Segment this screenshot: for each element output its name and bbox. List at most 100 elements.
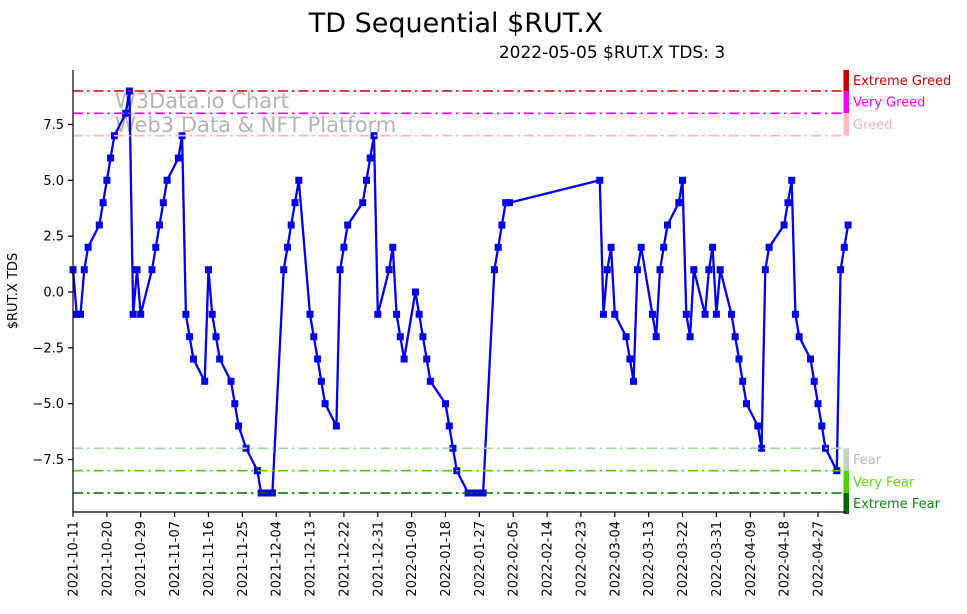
data-point-marker	[159, 199, 167, 207]
sentiment-zone-labels: Extreme Greed Very Greed Greed Fear Very Fea…	[853, 74, 951, 512]
y-tick-label: −7.5	[32, 453, 64, 468]
data-point-marker	[265, 489, 273, 497]
data-point-marker	[844, 221, 852, 229]
data-point-marker	[84, 243, 92, 251]
data-point-marker	[445, 422, 453, 430]
x-tick-label: 2022-02-23	[574, 521, 589, 597]
data-point-marker	[174, 154, 182, 162]
x-tick-label: 2021-12-22	[337, 521, 352, 597]
chart-subtitle: 2022-05-05 $RUT.X TDS: 3	[499, 43, 725, 63]
x-tick-label: 2022-04-27	[811, 521, 826, 597]
data-point-marker	[818, 422, 826, 430]
y-tick-label: 0.0	[43, 286, 64, 301]
x-tick-label: 2022-04-09	[744, 521, 759, 597]
data-point-marker	[712, 310, 720, 318]
data-point-marker	[780, 221, 788, 229]
x-tick-label: 2022-02-14	[541, 521, 556, 597]
data-point-marker	[314, 355, 322, 363]
data-point-marker	[607, 243, 615, 251]
zone-bar	[843, 113, 849, 136]
data-point-marker	[814, 400, 822, 408]
watermark: W3Data.io Chart Web3 Data & NFT Platform	[115, 89, 396, 137]
y-tick-label: 7.5	[43, 118, 64, 133]
data-point-marker	[498, 221, 506, 229]
x-tick-label: 2022-03-22	[676, 521, 691, 597]
y-tick-label: −2.5	[32, 341, 64, 356]
x-tick-label: 2022-04-18	[778, 521, 793, 597]
x-tick-label: 2022-01-09	[405, 521, 420, 597]
data-point-marker	[600, 310, 607, 318]
watermark-line1: W3Data.io Chart	[115, 89, 289, 113]
x-tick-label: 2021-12-13	[304, 521, 319, 597]
data-point-marker	[415, 310, 423, 318]
data-point-marker	[679, 176, 686, 184]
data-point-marker	[291, 199, 299, 207]
data-point-marker	[129, 310, 137, 318]
zone-bar	[843, 448, 849, 471]
zone-label: Very Fear	[853, 475, 915, 490]
y-tick-label: −5.0	[32, 397, 64, 412]
data-point-marker	[201, 377, 209, 385]
x-axis-ticks: 2021-10-11 2021-10-20 2021-10-29 2021-11-07…	[67, 512, 826, 597]
data-point-marker	[690, 266, 698, 274]
data-point-marker	[103, 176, 111, 184]
data-point-marker	[630, 377, 638, 385]
data-point-marker	[701, 310, 709, 318]
data-point-marker	[840, 243, 848, 251]
data-point-marker	[675, 199, 683, 207]
data-point-marker	[295, 176, 303, 184]
data-point-marker	[411, 288, 419, 296]
x-tick-label: 2021-12-31	[371, 521, 386, 597]
data-point-marker	[336, 266, 344, 274]
data-point-marker	[156, 221, 163, 229]
data-point-marker	[231, 400, 239, 408]
data-point-marker	[475, 489, 483, 497]
data-point-marker	[385, 266, 393, 274]
data-point-marker	[182, 310, 190, 318]
x-tick-label: 2022-03-04	[608, 521, 623, 597]
x-tick-label: 2021-10-20	[100, 521, 115, 597]
y-axis-label: $RUT.X TDS	[6, 253, 21, 330]
data-point-marker	[73, 310, 81, 318]
data-point-marker	[596, 176, 604, 184]
y-axis-ticks: 7.5 5.0 2.5 0.0 −2.5 −5.0 −7.5	[32, 118, 73, 468]
data-point-marker	[396, 333, 404, 341]
x-tick-label: 2021-10-29	[134, 521, 149, 597]
data-point-marker	[205, 266, 212, 274]
sentiment-reference-lines	[73, 90, 844, 494]
data-point-marker	[731, 333, 739, 341]
data-point-marker	[637, 243, 645, 251]
data-point-marker	[784, 199, 792, 207]
data-point-marker	[705, 266, 713, 274]
data-point-marker	[99, 199, 107, 207]
data-point-marker	[310, 333, 318, 341]
data-point-marker	[306, 310, 314, 318]
data-point-marker	[716, 266, 724, 274]
x-tick-label: 2022-01-18	[439, 521, 454, 597]
chart-title: TD Sequential $RUT.X	[308, 8, 603, 39]
zone-label: Extreme Fear	[853, 497, 941, 512]
data-point-marker	[728, 310, 735, 318]
series-line	[71, 89, 850, 495]
data-point-marker	[227, 377, 235, 385]
x-tick-label: 2021-10-11	[67, 521, 82, 597]
data-point-marker	[656, 266, 664, 274]
data-point-marker	[622, 333, 630, 341]
y-tick-label: 5.0	[43, 174, 64, 189]
x-tick-label: 2021-12-04	[270, 521, 285, 597]
data-point-marker	[502, 199, 510, 207]
data-point-marker	[340, 243, 348, 251]
zone-label: Very Greed	[853, 96, 925, 111]
data-point-marker	[603, 266, 611, 274]
data-point-marker	[363, 176, 370, 184]
data-point-marker	[664, 221, 671, 229]
data-point-marker	[791, 310, 799, 318]
data-point-marker	[442, 400, 449, 408]
x-tick-label: 2021-11-16	[202, 521, 217, 597]
data-point-marker	[426, 377, 434, 385]
sentiment-zone-bars	[843, 70, 849, 514]
data-point-marker	[400, 355, 408, 363]
y-tick-label: 2.5	[43, 230, 64, 245]
data-point-marker	[137, 310, 145, 318]
